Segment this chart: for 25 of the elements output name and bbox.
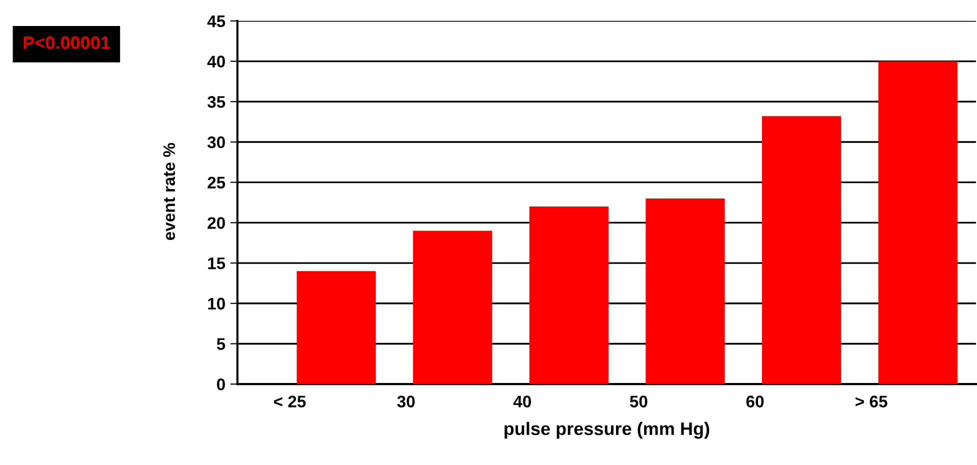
y-tick-label: 25 <box>208 176 226 189</box>
x-tick-label: 50 <box>630 396 648 408</box>
y-tick-label: 10 <box>208 298 225 310</box>
x-tick-label: 40 <box>513 396 531 408</box>
y-tick-label: 45 <box>207 16 226 28</box>
bar <box>296 271 376 384</box>
x-axis-title: pulse pressure (mm Hg) <box>504 422 710 439</box>
y-tick-label: 40 <box>207 56 225 68</box>
bar <box>878 61 958 384</box>
bar <box>646 198 725 384</box>
y-tick-label: 30 <box>207 136 225 148</box>
text: P<0.00001 <box>24 36 110 50</box>
x-tick-label: > 65 <box>856 396 888 408</box>
x-tick-label: 60 <box>746 396 764 408</box>
y-tick-label: 5 <box>216 338 226 350</box>
y-axis-title: event rate % <box>163 142 176 240</box>
bar <box>762 116 842 384</box>
y-tick-label: 0 <box>216 378 225 390</box>
x-tick-label: 30 <box>397 396 415 408</box>
y-tick-label: 15 <box>208 258 226 270</box>
y-tick-label: 20 <box>208 217 225 229</box>
y-tick-label: 35 <box>207 96 226 108</box>
bar <box>413 230 492 384</box>
x-tick-label: < 25 <box>274 396 306 408</box>
bar <box>529 206 608 384</box>
